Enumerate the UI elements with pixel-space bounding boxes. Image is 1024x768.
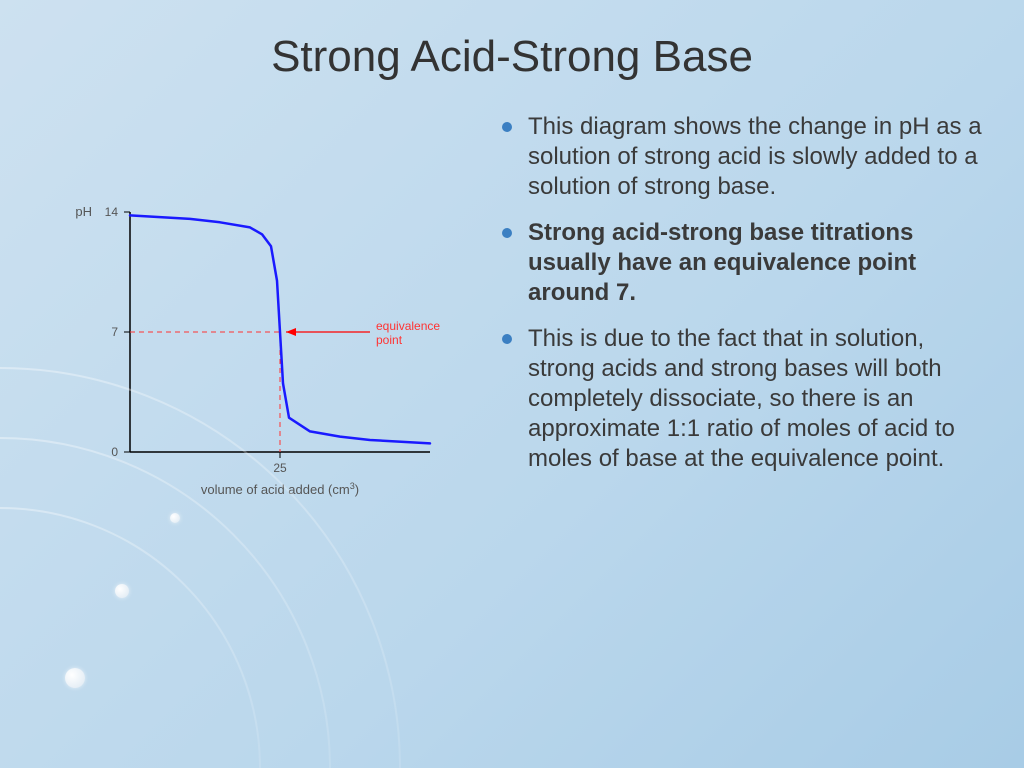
titration-chart: 0 7 14 25 pH volume of acid added (cm3) equiva… — [40, 112, 470, 512]
bullet-item: Strong acid-strong base titrations usual… — [500, 218, 984, 308]
deco-dot-icon — [170, 513, 180, 523]
bullet-item: This is due to the fact that in solution… — [500, 324, 984, 474]
svg-text:14: 14 — [105, 205, 119, 219]
svg-text:equivalence: equivalence — [376, 319, 440, 333]
svg-text:25: 25 — [273, 461, 287, 475]
slide-title: Strong Acid-Strong Base — [0, 0, 1024, 82]
bullet-list: This diagram shows the change in pH as a… — [500, 112, 984, 490]
svg-text:0: 0 — [111, 445, 118, 459]
slide-content: 0 7 14 25 pH volume of acid added (cm3) equiva… — [0, 82, 1024, 512]
svg-text:volume of acid added (cm3): volume of acid added (cm3) — [201, 481, 359, 497]
deco-dot-icon — [115, 584, 129, 598]
svg-text:point: point — [376, 333, 403, 347]
svg-text:7: 7 — [111, 325, 118, 339]
deco-dot-icon — [65, 668, 85, 688]
bullet-item: This diagram shows the change in pH as a… — [500, 112, 984, 202]
svg-text:pH: pH — [75, 204, 92, 219]
